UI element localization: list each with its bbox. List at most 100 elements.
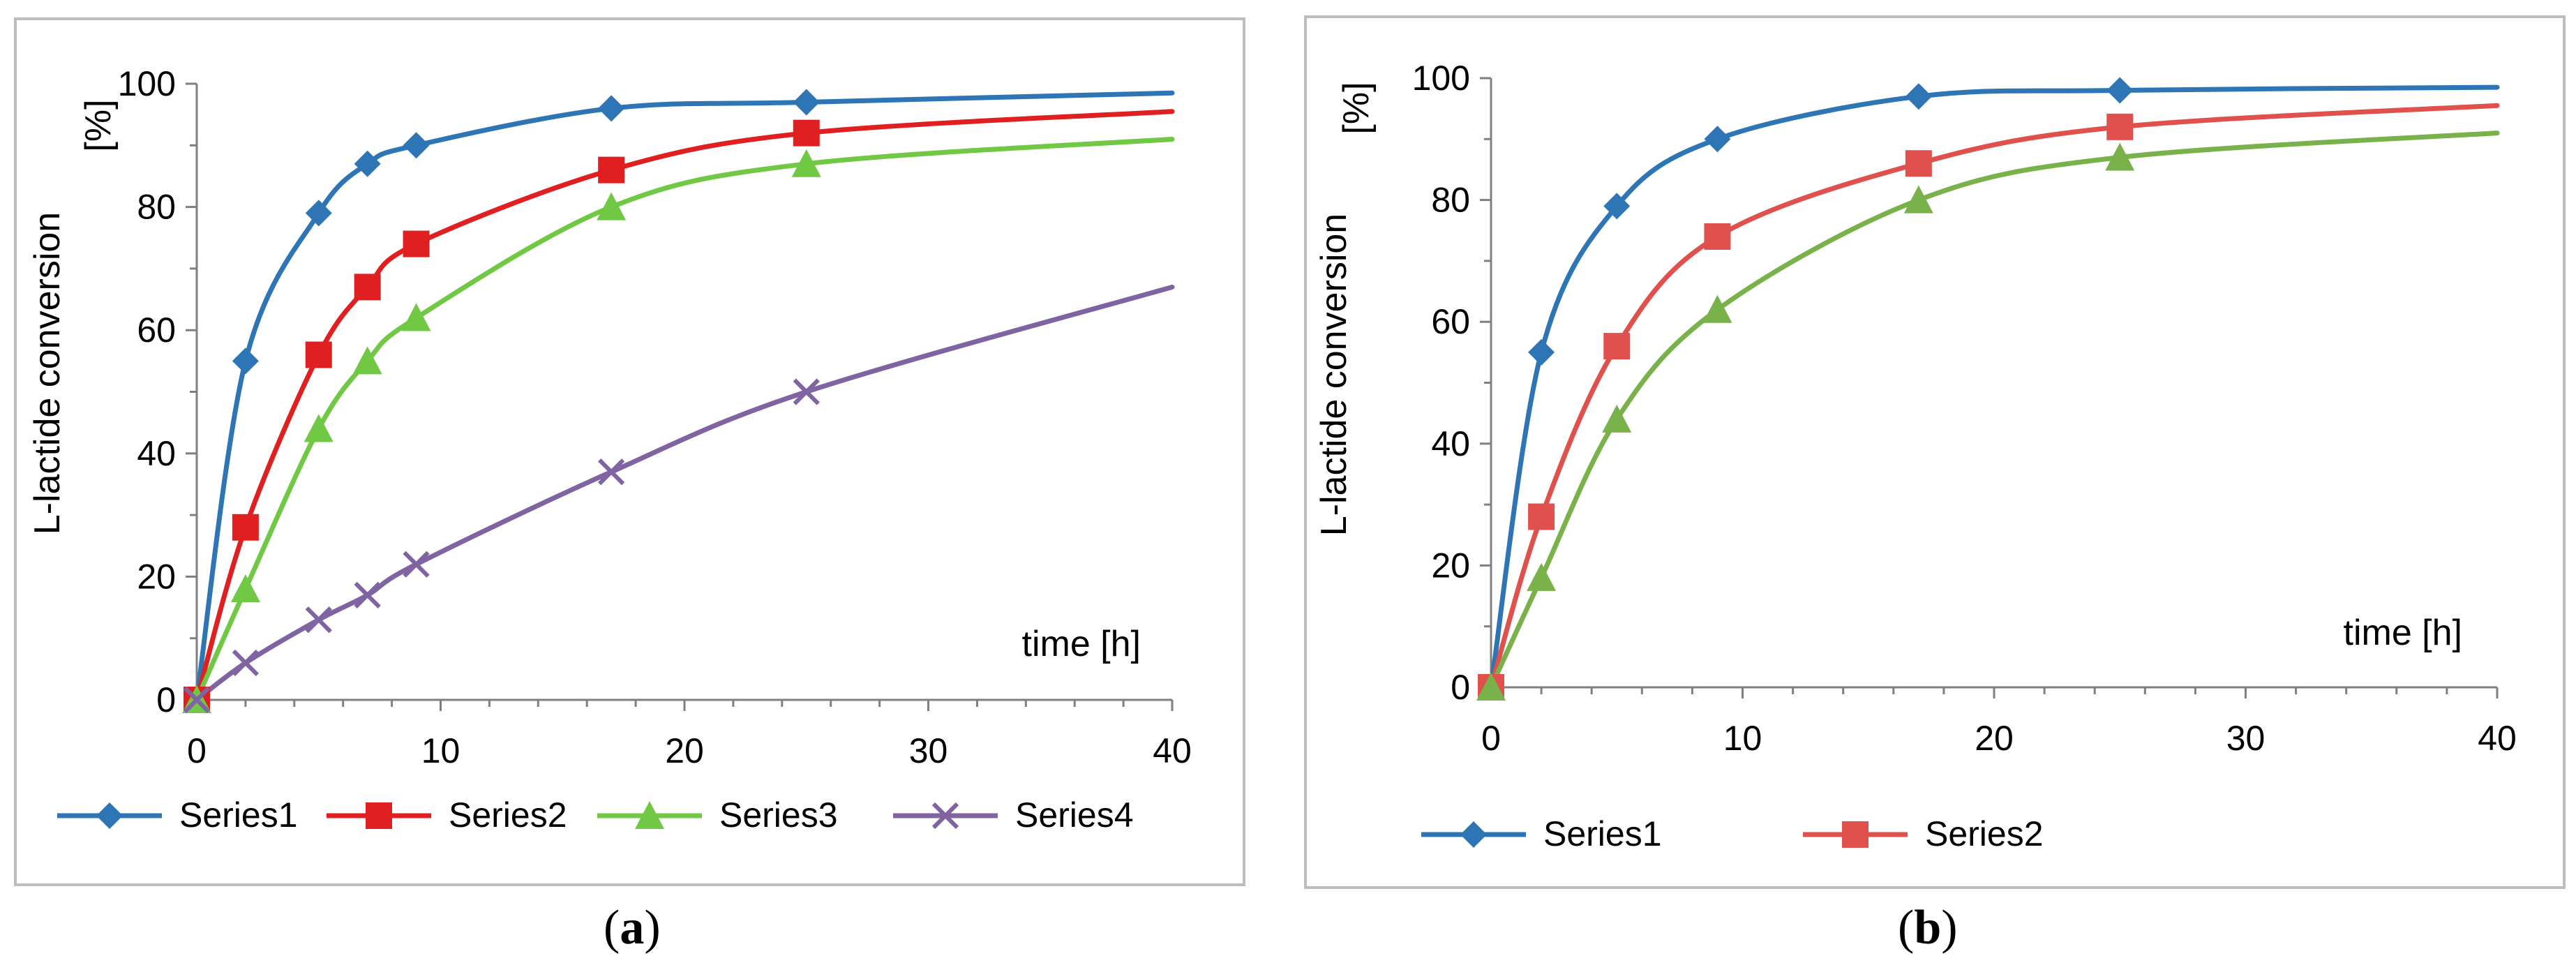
data-point-unnamed	[1702, 294, 1732, 323]
data-point-series1	[1905, 83, 1932, 110]
axes: 0 20 40 60 80 100 0 10 20 30 40 L-lactide conversio…	[1314, 59, 2517, 758]
data-point-series2	[2106, 113, 2134, 140]
data-point-series1	[1704, 126, 1731, 153]
data-point-series3	[401, 303, 431, 331]
caption-a-open: (	[604, 901, 620, 955]
data-point-unnamed	[1476, 673, 1506, 701]
data-point-series1	[1528, 338, 1555, 366]
legend: Series1 Series2 Series3 Series4	[57, 795, 1134, 835]
data-point-series3	[304, 414, 334, 442]
marker-x-stroke	[793, 378, 820, 405]
series-group	[182, 89, 1175, 714]
data-point-series1	[1603, 193, 1631, 220]
series-line-series3	[194, 136, 1175, 703]
legend-marker-series2	[1842, 821, 1869, 848]
data-point-series4	[183, 686, 211, 714]
chart-panel-a-frame	[14, 17, 1245, 886]
data-point-series4	[403, 551, 430, 578]
legend-marker-series1	[96, 802, 123, 829]
x-tick-label: 40	[1153, 731, 1192, 770]
y-tick-label: 100	[118, 64, 176, 103]
y-tick-label: 0	[1451, 668, 1470, 707]
series-line-unnamed	[1488, 130, 2500, 690]
data-point-series1	[598, 95, 625, 122]
data-point-series2	[1603, 333, 1631, 360]
x-tick-label: 40	[2478, 719, 2517, 758]
data-point-series2	[305, 341, 332, 368]
x-axis-label: time [h]	[2344, 613, 2463, 653]
series-line-series4	[194, 284, 1175, 703]
legend-label-series2: Series2	[1925, 814, 2044, 853]
data-point-series1	[403, 132, 430, 159]
y-tick-label: 20	[1431, 546, 1470, 585]
data-point-series4	[354, 581, 381, 609]
x-tick-label: 30	[909, 731, 948, 770]
data-point-series2	[232, 514, 259, 541]
legend-label-series3: Series3	[719, 795, 838, 835]
data-point-series2	[598, 156, 625, 184]
data-point-series2	[403, 230, 430, 257]
data-point-series1	[793, 89, 820, 116]
y-tick-label: 80	[1431, 181, 1470, 220]
series-line-series1	[194, 90, 1175, 703]
x-tick-label: 0	[187, 731, 207, 770]
x-tick-label: 10	[1723, 719, 1762, 758]
series-group	[1476, 77, 2500, 701]
data-point-series1	[232, 347, 259, 375]
data-point-unnamed	[1602, 404, 1632, 433]
y-tick-label: 60	[137, 311, 176, 350]
chart-b: 0 20 40 60 80 100 0 10 20 30 40 L-lactide conversio…	[1314, 59, 2517, 853]
caption-b: (b)	[1898, 900, 1958, 956]
x-axis-label: time [h]	[1022, 624, 1141, 664]
chart-a: 0 20 40 60 80 100 0 10 20 30 40 L-lactide conversio…	[27, 64, 1192, 835]
marker-x-stroke	[931, 802, 959, 830]
series-line-series2	[194, 109, 1175, 703]
legend-label-series2: Series2	[449, 795, 567, 835]
legend-label-series1: Series1	[1543, 814, 1662, 853]
y-axis-label: L-lactide conversion	[27, 212, 68, 534]
data-point-series4	[232, 649, 260, 677]
data-point-series2	[793, 119, 820, 147]
data-point-series1	[2106, 77, 2134, 104]
y-tick-label: 0	[156, 680, 176, 719]
marker-x-stroke	[354, 581, 381, 609]
data-point-series1	[305, 200, 332, 227]
data-point-unnamed	[1903, 185, 1933, 214]
legend-marker-series1	[1460, 821, 1487, 848]
data-point-series3	[597, 192, 627, 220]
data-point-unnamed	[1527, 562, 1557, 591]
marker-x-stroke	[232, 649, 260, 677]
legend: Series1 Series2	[1421, 814, 2044, 853]
data-point-series2	[354, 274, 381, 301]
data-point-series3	[230, 574, 260, 603]
x-tick-label: 0	[1481, 719, 1501, 758]
y-axis-unit: [%]	[1336, 82, 1377, 134]
data-point-series4	[598, 458, 625, 486]
caption-a-letter: a	[620, 901, 645, 955]
marker-x-stroke	[403, 551, 430, 578]
caption-a-close: )	[644, 901, 661, 955]
data-point-series4	[305, 606, 332, 634]
marker-x-stroke	[598, 458, 625, 486]
legend-label-series1: Series1	[179, 795, 298, 835]
x-tick-label: 20	[1975, 719, 2014, 758]
y-tick-label: 40	[1431, 424, 1470, 463]
y-axis-unit: [%]	[78, 99, 119, 151]
y-tick-label: 80	[137, 188, 176, 227]
y-axis-label: L-lactide conversion	[1314, 214, 1354, 536]
legend-marker-series3	[635, 801, 664, 829]
data-point-series2	[1905, 150, 1932, 177]
y-tick-label: 100	[1412, 59, 1470, 98]
data-point-series1	[354, 150, 381, 177]
legend-marker-series2	[366, 802, 392, 829]
legend-marker-series4	[931, 802, 959, 830]
caption-a: (a)	[604, 900, 661, 956]
data-point-series4	[793, 378, 820, 405]
caption-b-close: )	[1941, 901, 1958, 955]
y-tick-label: 60	[1431, 302, 1470, 341]
data-point-series2	[1704, 223, 1731, 250]
data-point-series3	[352, 346, 382, 375]
x-tick-label: 30	[2226, 719, 2266, 758]
series-line-series2	[1488, 103, 2500, 690]
y-tick-label: 40	[137, 434, 176, 473]
